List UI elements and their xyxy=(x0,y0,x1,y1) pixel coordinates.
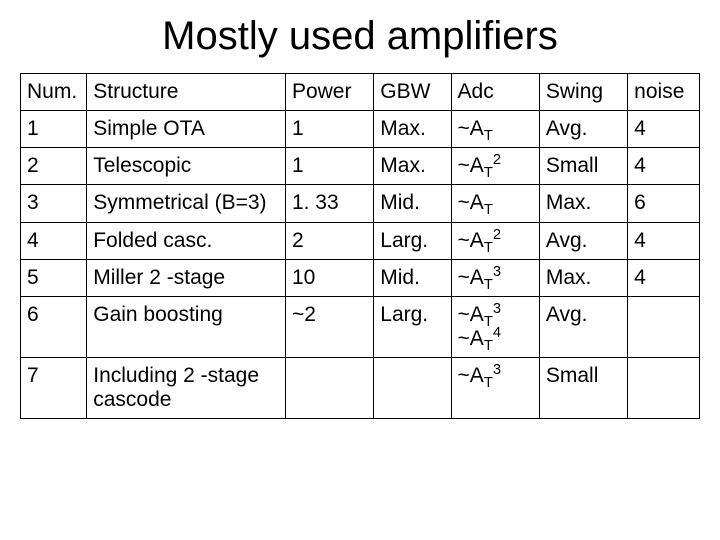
cell-num: 5 xyxy=(21,259,87,296)
col-header-swing: Swing xyxy=(539,74,627,111)
cell-struct: Simple OTA xyxy=(87,111,286,148)
cell-gbw: Mid. xyxy=(374,185,451,222)
cell-power: 10 xyxy=(285,259,373,296)
table-header-row: Num.StructurePowerGBWAdcSwingnoise xyxy=(21,74,700,111)
cell-noise: 6 xyxy=(628,185,700,222)
cell-gbw: Max. xyxy=(374,111,451,148)
cell-gbw xyxy=(374,358,451,419)
cell-adc: ~AT3 ~AT4 xyxy=(451,296,539,357)
table-row: 5Miller 2 -stage10Mid.~AT3Max.4 xyxy=(21,259,700,296)
cell-power: ~2 xyxy=(285,296,373,357)
col-header-gbw: GBW xyxy=(374,74,451,111)
cell-num: 6 xyxy=(21,296,87,357)
cell-swing: Avg. xyxy=(539,222,627,259)
cell-noise: 4 xyxy=(628,111,700,148)
cell-gbw: Larg. xyxy=(374,222,451,259)
page: Mostly used amplifiers Num.StructurePowe… xyxy=(0,0,720,540)
page-title: Mostly used amplifiers xyxy=(20,14,700,59)
cell-adc: ~AT3 xyxy=(451,259,539,296)
col-header-adc: Adc xyxy=(451,74,539,111)
table-row: 7Including 2 -stage cascode ~AT3Small xyxy=(21,358,700,419)
cell-swing: Small xyxy=(539,358,627,419)
cell-num: 2 xyxy=(21,148,87,185)
cell-gbw: Larg. xyxy=(374,296,451,357)
table-body: Num.StructurePowerGBWAdcSwingnoise1Simpl… xyxy=(21,74,700,419)
cell-adc: ~AT2 xyxy=(451,222,539,259)
cell-power xyxy=(285,358,373,419)
cell-adc: ~AT2 xyxy=(451,148,539,185)
cell-struct: Gain boosting xyxy=(87,296,286,357)
cell-adc: ~AT xyxy=(451,185,539,222)
cell-swing: Small xyxy=(539,148,627,185)
cell-power: 1 xyxy=(285,148,373,185)
cell-noise: 4 xyxy=(628,148,700,185)
table-row: 2Telescopic1Max.~AT2Small4 xyxy=(21,148,700,185)
cell-swing: Max. xyxy=(539,185,627,222)
cell-struct: Including 2 -stage cascode xyxy=(87,358,286,419)
cell-num: 7 xyxy=(21,358,87,419)
col-header-num: Num. xyxy=(21,74,87,111)
cell-noise xyxy=(628,358,700,419)
cell-power: 2 xyxy=(285,222,373,259)
col-header-power: Power xyxy=(285,74,373,111)
cell-noise: 4 xyxy=(628,259,700,296)
cell-swing: Avg. xyxy=(539,296,627,357)
cell-struct: Folded casc. xyxy=(87,222,286,259)
cell-num: 4 xyxy=(21,222,87,259)
cell-noise xyxy=(628,296,700,357)
cell-swing: Avg. xyxy=(539,111,627,148)
cell-adc: ~AT3 xyxy=(451,358,539,419)
cell-power: 1. 33 xyxy=(285,185,373,222)
table-row: 4Folded casc.2Larg.~AT2Avg.4 xyxy=(21,222,700,259)
cell-struct: Symmetrical (B=3) xyxy=(87,185,286,222)
cell-gbw: Mid. xyxy=(374,259,451,296)
cell-gbw: Max. xyxy=(374,148,451,185)
cell-power: 1 xyxy=(285,111,373,148)
col-header-struct: Structure xyxy=(87,74,286,111)
cell-struct: Miller 2 -stage xyxy=(87,259,286,296)
cell-num: 3 xyxy=(21,185,87,222)
table-row: 6Gain boosting~2Larg.~AT3 ~AT4Avg. xyxy=(21,296,700,357)
cell-struct: Telescopic xyxy=(87,148,286,185)
table-row: 3Symmetrical (B=3)1. 33Mid.~ATMax.6 xyxy=(21,185,700,222)
cell-num: 1 xyxy=(21,111,87,148)
amplifiers-table: Num.StructurePowerGBWAdcSwingnoise1Simpl… xyxy=(20,73,700,419)
table-row: 1Simple OTA1Max.~ATAvg.4 xyxy=(21,111,700,148)
cell-swing: Max. xyxy=(539,259,627,296)
cell-adc: ~AT xyxy=(451,111,539,148)
col-header-noise: noise xyxy=(628,74,700,111)
cell-noise: 4 xyxy=(628,222,700,259)
